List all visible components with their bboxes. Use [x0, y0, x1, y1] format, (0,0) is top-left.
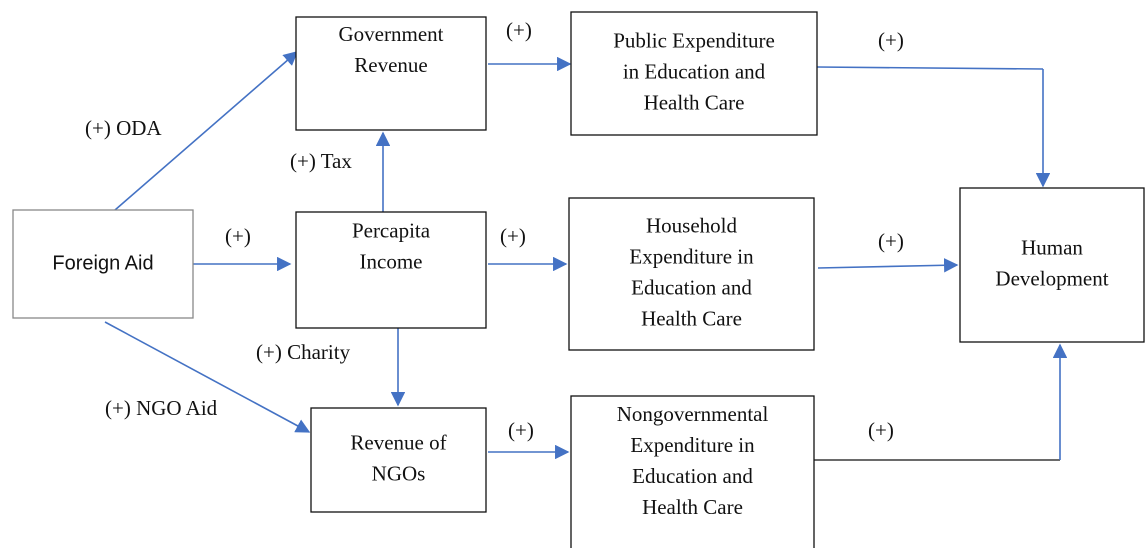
node-label: Percapita — [352, 218, 431, 242]
node-label: Education and — [632, 464, 753, 488]
node: Human Development — [959, 187, 1145, 343]
edge-label: (+) — [878, 28, 904, 52]
node-box — [570, 11, 818, 136]
node-box — [959, 187, 1145, 343]
node-box — [568, 197, 815, 351]
edge-labels: (+) ODA (+) (+) NGO Aid (+) Tax (+) Charity (… — [85, 18, 904, 442]
node-label: Household — [646, 213, 737, 237]
edge-label: (+) — [500, 224, 526, 248]
node: Household Expenditure in Education and Heal… — [568, 197, 815, 351]
connector — [816, 66, 1044, 70]
node-label: Revenue of — [350, 430, 446, 454]
node-label: Expenditure in — [629, 244, 754, 268]
edge-label: (+) — [868, 418, 894, 442]
node: Revenue of NGOs — [310, 407, 487, 513]
node-label: in Education and — [623, 59, 766, 83]
node-label: Education and — [631, 275, 752, 299]
node: Public Expenditure in Education and Health… — [570, 11, 818, 136]
node-box — [310, 407, 487, 513]
edge-label: (+) NGO Aid — [105, 396, 218, 420]
node-label: Health Care — [644, 90, 745, 114]
node-label: Human — [1021, 235, 1083, 259]
edge-label: (+) ODA — [85, 116, 162, 140]
node-label: Expenditure in — [630, 433, 755, 457]
node: Foreign Aid — [12, 209, 194, 319]
node-box — [295, 211, 487, 329]
node-label: Development — [995, 266, 1108, 290]
node-box — [12, 209, 194, 319]
node-label: NGOs — [372, 461, 426, 485]
node-label: Nongovernmental — [617, 402, 769, 426]
node-label: Foreign Aid — [52, 252, 153, 274]
arrow — [114, 51, 299, 211]
node-label: Revenue — [354, 53, 427, 77]
node-label: Health Care — [641, 306, 742, 330]
node-box — [570, 395, 815, 548]
edge-label: (+) — [506, 18, 532, 42]
node-label: Public Expenditure — [613, 28, 775, 52]
arrow — [817, 258, 959, 273]
arrow — [104, 321, 311, 433]
node: Government Revenue — [295, 16, 487, 131]
edge-label: (+) — [508, 418, 534, 442]
edge-label: (+) Charity — [256, 340, 351, 364]
node-box — [295, 16, 487, 131]
node-label: Government — [339, 22, 444, 46]
node-label: Income — [360, 249, 423, 273]
edge-label: (+) — [878, 229, 904, 253]
edges — [104, 51, 1068, 461]
edge-label: (+) — [225, 224, 251, 248]
node: Percapita Income — [295, 211, 487, 329]
edge-label: (+) Tax — [290, 149, 352, 173]
node: Nongovernmental Expenditure in Education a… — [570, 395, 815, 548]
boxes: Foreign Aid Government Revenue Public Expen… — [12, 11, 1145, 548]
node-label: Health Care — [642, 495, 743, 519]
